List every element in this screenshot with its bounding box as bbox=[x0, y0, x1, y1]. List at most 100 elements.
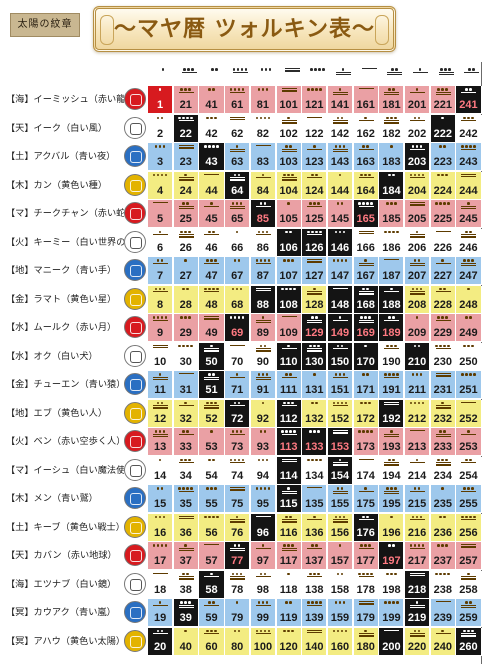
tone-bar bbox=[204, 173, 220, 175]
kin-number: 171 bbox=[356, 384, 375, 396]
tone-bar bbox=[461, 207, 477, 210]
kin-number: 135 bbox=[305, 498, 324, 510]
kin-number: 164 bbox=[356, 184, 375, 197]
kin-number: 225 bbox=[433, 213, 452, 225]
kin-tone bbox=[225, 230, 249, 240]
kin-tone bbox=[199, 316, 223, 325]
tone-dot bbox=[445, 88, 449, 91]
kin-number: 116 bbox=[279, 526, 298, 539]
tone-dot bbox=[257, 230, 261, 234]
tone-dot bbox=[467, 430, 470, 433]
kin-number: 180 bbox=[356, 640, 375, 653]
tone-dot bbox=[364, 544, 367, 547]
tone-bar bbox=[307, 261, 323, 263]
tone-dot bbox=[186, 487, 190, 490]
seal-row: 【火】ベン（赤い空歩く人） bbox=[0, 428, 148, 456]
tone-dot bbox=[439, 202, 443, 205]
tone-dot bbox=[360, 401, 363, 405]
seal-label: 【冥】アハウ（黄色い太陽） bbox=[6, 635, 124, 647]
tone-dot bbox=[467, 629, 470, 633]
tone-dot bbox=[314, 230, 318, 234]
kin-cell: 253 bbox=[456, 428, 482, 456]
kin-number: 231 bbox=[433, 384, 452, 396]
kin-tone bbox=[277, 287, 301, 297]
tone-dot bbox=[413, 629, 417, 633]
tone-bar bbox=[384, 401, 400, 403]
tone-dot bbox=[439, 572, 443, 576]
tone-dot bbox=[441, 116, 445, 120]
seal-label: 【土】アクバル（青い夜） bbox=[6, 151, 116, 162]
kin-cell: 150 bbox=[327, 342, 354, 371]
kin-tone bbox=[302, 230, 326, 240]
tone-dot bbox=[415, 287, 419, 291]
tone-dot bbox=[396, 230, 399, 234]
tone-dot bbox=[419, 515, 423, 519]
kin-tone bbox=[148, 316, 172, 325]
kin-cell: 22 bbox=[173, 114, 199, 143]
kin-number: 251 bbox=[459, 384, 478, 396]
kin-number: 177 bbox=[356, 555, 375, 567]
tone-dot bbox=[384, 373, 387, 376]
tone-bar bbox=[384, 93, 400, 96]
page-title: 〜マヤ暦 ツォルキン表〜 bbox=[114, 16, 375, 42]
tone-bar bbox=[204, 348, 220, 350]
kin-cell: 86 bbox=[250, 228, 276, 257]
tone-bar bbox=[307, 319, 323, 321]
kin-tone bbox=[431, 316, 455, 325]
seal-label: 【海】エツナブ（白い鏡） bbox=[6, 578, 117, 590]
tone-dot bbox=[261, 544, 265, 547]
tone-dot bbox=[206, 629, 209, 633]
kin-number: 245 bbox=[459, 213, 478, 225]
kin-cell: 227 bbox=[430, 257, 456, 285]
tone-dot bbox=[443, 572, 447, 576]
kin-number: 156 bbox=[330, 526, 350, 539]
kin-number: 29 bbox=[179, 327, 192, 339]
kin-tone bbox=[174, 173, 198, 183]
tone-dot bbox=[368, 544, 371, 547]
tone-dot bbox=[237, 88, 241, 91]
tone-dot bbox=[158, 88, 162, 91]
storm-seal-icon bbox=[124, 601, 146, 623]
tone-dot bbox=[469, 601, 472, 604]
tone-dot bbox=[306, 230, 310, 234]
tone-bar bbox=[230, 205, 246, 207]
tone-bar bbox=[281, 177, 297, 179]
kin-tone bbox=[328, 401, 352, 411]
tone-dot bbox=[338, 373, 342, 376]
kin-tone bbox=[148, 430, 172, 439]
kin-number: 103 bbox=[279, 156, 298, 168]
kin-number: 134 bbox=[305, 469, 324, 482]
tone-dot bbox=[289, 145, 292, 148]
wizard-seal-icon bbox=[124, 458, 146, 481]
tone-dot bbox=[336, 259, 340, 262]
tone-bar bbox=[281, 122, 297, 124]
tone-bar bbox=[438, 71, 454, 73]
tone-bar bbox=[435, 319, 451, 321]
tone-bar bbox=[461, 633, 477, 635]
kin-number: 256 bbox=[459, 526, 478, 539]
kin-cell: 110 bbox=[276, 342, 302, 371]
mirror-seal-icon bbox=[124, 572, 146, 595]
tone-dot bbox=[184, 544, 188, 547]
tone-dot bbox=[395, 68, 398, 71]
kin-number: 107 bbox=[279, 270, 298, 282]
kin-cell: 255 bbox=[456, 485, 482, 513]
kin-number: 60 bbox=[205, 640, 218, 653]
kin-tone bbox=[456, 173, 480, 183]
kin-tone bbox=[251, 344, 275, 354]
tone-bar bbox=[255, 515, 271, 517]
tone-dot bbox=[259, 259, 263, 262]
tone-bar bbox=[358, 633, 374, 635]
kin-number: 200 bbox=[382, 640, 401, 653]
kin-number: 166 bbox=[356, 241, 375, 254]
kin-cell: 114 bbox=[276, 456, 302, 485]
tone-dot bbox=[332, 259, 336, 262]
kin-number: 197 bbox=[382, 555, 401, 567]
tone-dot bbox=[285, 515, 288, 519]
kin-number: 25 bbox=[179, 213, 192, 225]
tone-bar bbox=[461, 401, 477, 403]
kin-tone bbox=[302, 116, 326, 126]
kin-tone bbox=[174, 373, 198, 382]
kin-cell: 248 bbox=[456, 285, 482, 314]
kin-tone bbox=[174, 259, 198, 268]
